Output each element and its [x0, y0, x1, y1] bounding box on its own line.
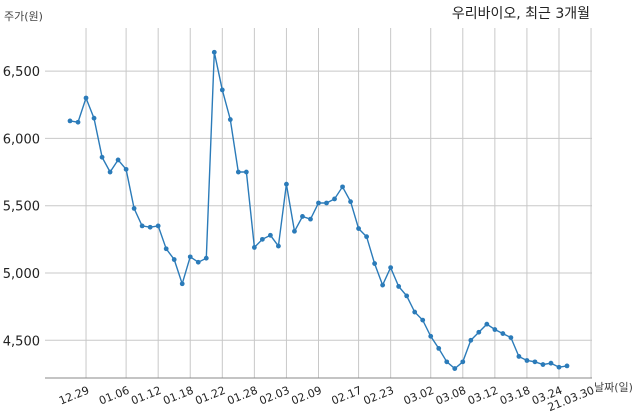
- x-tick-label: 02.03: [257, 384, 291, 408]
- data-point: [412, 309, 418, 315]
- data-point: [332, 196, 337, 202]
- data-point: [508, 335, 514, 341]
- data-point: [348, 199, 353, 205]
- data-point: [340, 184, 345, 190]
- data-point: [564, 363, 570, 369]
- x-tick-label: 02.23: [362, 384, 396, 408]
- data-point: [155, 223, 161, 229]
- price-series: [67, 49, 570, 371]
- data-point: [324, 200, 329, 206]
- data-point: [420, 317, 426, 323]
- x-tick-label: 02.17: [330, 384, 364, 408]
- data-point: [460, 359, 466, 365]
- x-tick-label: 01.06: [97, 384, 131, 408]
- x-tick-label: 03.02: [402, 384, 436, 408]
- data-point: [364, 234, 369, 240]
- data-point: [300, 214, 305, 219]
- data-point: [372, 261, 378, 266]
- data-point: [468, 337, 474, 343]
- y-tick-label: 6,500: [3, 65, 40, 80]
- data-point: [131, 205, 137, 211]
- y-axis-label: 주가(원): [4, 10, 43, 23]
- data-point: [500, 331, 506, 336]
- x-tick-label: 01.22: [193, 384, 227, 408]
- data-point: [227, 117, 233, 122]
- data-point: [179, 281, 185, 287]
- data-point: [235, 169, 241, 175]
- data-point: [316, 200, 321, 206]
- data-point: [532, 359, 538, 365]
- chart-title: 우리바이오, 최근 3개월: [452, 6, 590, 22]
- data-point: [243, 169, 249, 175]
- data-point: [540, 362, 546, 367]
- data-point: [99, 154, 105, 160]
- x-tick-label: 03.08: [434, 384, 468, 408]
- data-point: [380, 282, 386, 288]
- y-tick-label: 5,000: [3, 267, 40, 282]
- data-point: [163, 246, 169, 252]
- data-point: [556, 364, 562, 370]
- data-point: [428, 333, 434, 339]
- data-point: [251, 245, 257, 250]
- data-point: [203, 255, 209, 261]
- data-point: [67, 118, 73, 124]
- data-point: [195, 259, 201, 265]
- data-point: [476, 329, 482, 335]
- data-point: [292, 228, 297, 234]
- data-point: [484, 321, 490, 327]
- data-point: [211, 49, 217, 55]
- data-point: [388, 265, 394, 271]
- y-tick-label: 4,500: [3, 334, 40, 349]
- x-axis-ticks: 12.29 01.0601.1201.1801.2201.2802.0302.09…: [57, 384, 596, 414]
- data-point: [268, 232, 273, 238]
- data-point: [516, 354, 522, 359]
- data-point: [524, 358, 530, 363]
- data-point: [284, 181, 289, 187]
- data-point: [219, 87, 225, 93]
- data-point: [147, 224, 153, 230]
- data-point: [259, 236, 265, 242]
- data-point: [444, 359, 450, 365]
- data-point: [91, 115, 97, 121]
- data-point: [75, 119, 81, 125]
- data-point: [548, 360, 554, 366]
- data-point: [276, 243, 281, 249]
- data-point: [123, 166, 129, 172]
- x-tick-label: 02.09: [290, 384, 324, 408]
- y-axis-ticks: 4,500 5,000 5,500 6,000 6,500: [3, 65, 40, 349]
- data-point: [396, 284, 402, 289]
- data-point: [492, 327, 498, 332]
- x-tick-label: 12.29: [57, 384, 91, 408]
- y-tick-label: 6,000: [3, 132, 40, 147]
- x-tick-label: 01.12: [129, 384, 163, 408]
- data-point: [171, 257, 177, 262]
- x-tick-label: 03.18: [498, 384, 532, 408]
- data-point: [139, 223, 145, 229]
- x-tick-label: 01.18: [161, 384, 195, 408]
- y-tick-label: 5,500: [3, 200, 40, 215]
- data-point: [356, 226, 361, 231]
- data-point: [308, 216, 313, 222]
- x-tick-label: 03.12: [466, 384, 500, 408]
- x-tick-label: 01.28: [225, 384, 259, 408]
- data-point: [404, 293, 410, 299]
- data-point: [115, 157, 121, 163]
- data-point: [452, 366, 458, 371]
- data-point: [436, 345, 442, 351]
- data-point: [83, 95, 89, 101]
- data-point: [187, 254, 193, 260]
- data-point: [107, 169, 113, 175]
- x-axis-label: 날짜(일): [594, 380, 633, 394]
